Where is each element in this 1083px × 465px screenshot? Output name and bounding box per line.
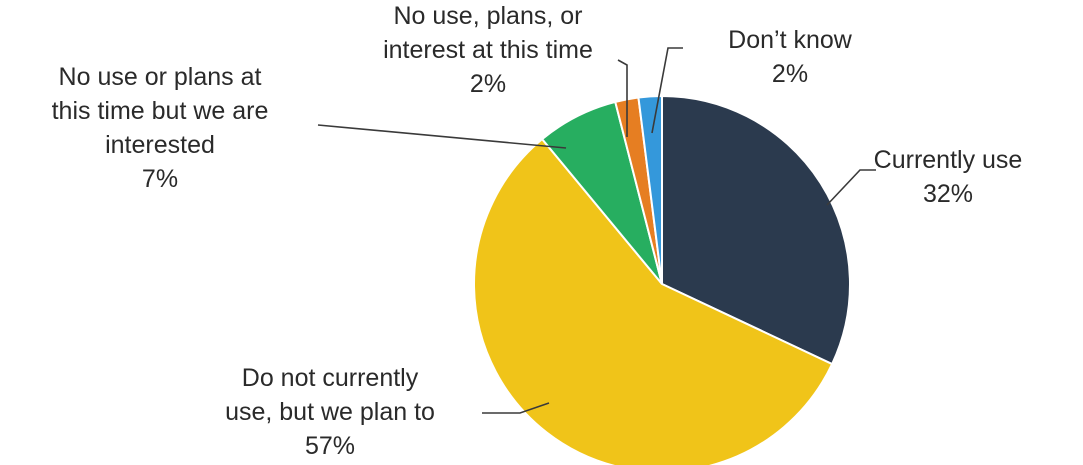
slice-value-label: 57% [305, 432, 355, 460]
pie-slices [473, 94, 851, 465]
leader-lines [317, 47, 876, 414]
label-currently-use: Currently use 32% [874, 146, 1023, 208]
slice-category-label: use, but we plan to [225, 398, 435, 426]
leader-line-currently-use [826, 169, 876, 206]
slice-category-label: Currently use [874, 146, 1023, 174]
leader-line-no-use-plans-or-interest-at-this-time [617, 59, 628, 137]
leader-line-do-not-currently-use-but-we-plan-to [482, 402, 550, 414]
leader-line-no-use-or-plans-at-this-time-but-we-are-interested [317, 124, 567, 149]
slice-category-label: No use, plans, or [394, 2, 583, 30]
slice-category-label: interest at this time [383, 36, 593, 64]
slice-value-label: 2% [470, 70, 506, 98]
slice-category-label: Don’t know [728, 26, 853, 54]
slice-labels: Currently use 32% Do not currently use, but… [52, 2, 1023, 460]
slice-value-label: 2% [772, 60, 808, 88]
slice-don-t-know [637, 94, 663, 285]
slice-currently-use [661, 94, 851, 366]
leader-line-don-t-know [651, 47, 683, 134]
label-don-t-know: Don’t know 2% [728, 26, 853, 88]
slice-category-label: No use or plans at [59, 63, 262, 91]
slice-do-not-currently-use-but-we-plan-to [473, 137, 834, 465]
label-no-use-or-plans-at-this-time-but-we-are-interested: No use or plans at this time but we are in… [52, 63, 269, 193]
slice-category-label: Do not currently [242, 364, 419, 392]
slice-category-label: this time but we are [52, 97, 269, 125]
slice-value-label: 32% [923, 180, 973, 208]
slice-category-label: interested [105, 131, 215, 159]
label-no-use-plans-or-interest-at-this-time: No use, plans, or interest at this time 2% [383, 2, 593, 98]
label-do-not-currently-use-but-we-plan-to: Do not currently use, but we plan to 57% [225, 364, 435, 460]
slice-value-label: 7% [142, 165, 178, 193]
